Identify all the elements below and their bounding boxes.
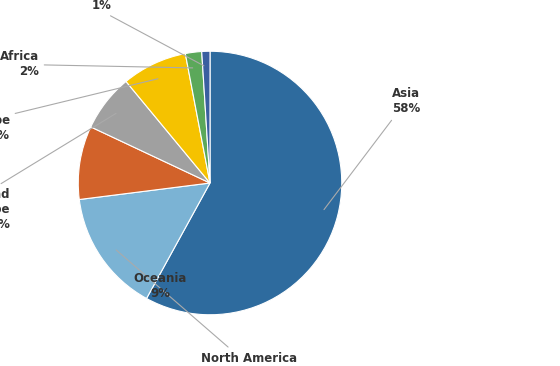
Text: Western Europe
8%: Western Europe 8% — [0, 79, 158, 142]
Wedge shape — [78, 127, 210, 199]
Wedge shape — [91, 82, 210, 183]
Text: Asia
58%: Asia 58% — [324, 87, 420, 210]
Text: Oceania
9%: Oceania 9% — [133, 272, 186, 300]
Wedge shape — [202, 51, 210, 183]
Text: Africa
2%: Africa 2% — [0, 51, 193, 78]
Wedge shape — [80, 183, 210, 298]
Text: North America
15%: North America 15% — [116, 250, 297, 366]
Wedge shape — [185, 52, 210, 183]
Wedge shape — [126, 53, 210, 183]
Wedge shape — [147, 51, 342, 315]
Text: Central and
South America
1%: Central and South America 1% — [14, 0, 204, 66]
Text: Central and
Eastern Europe
7%: Central and Eastern Europe 7% — [0, 113, 116, 231]
